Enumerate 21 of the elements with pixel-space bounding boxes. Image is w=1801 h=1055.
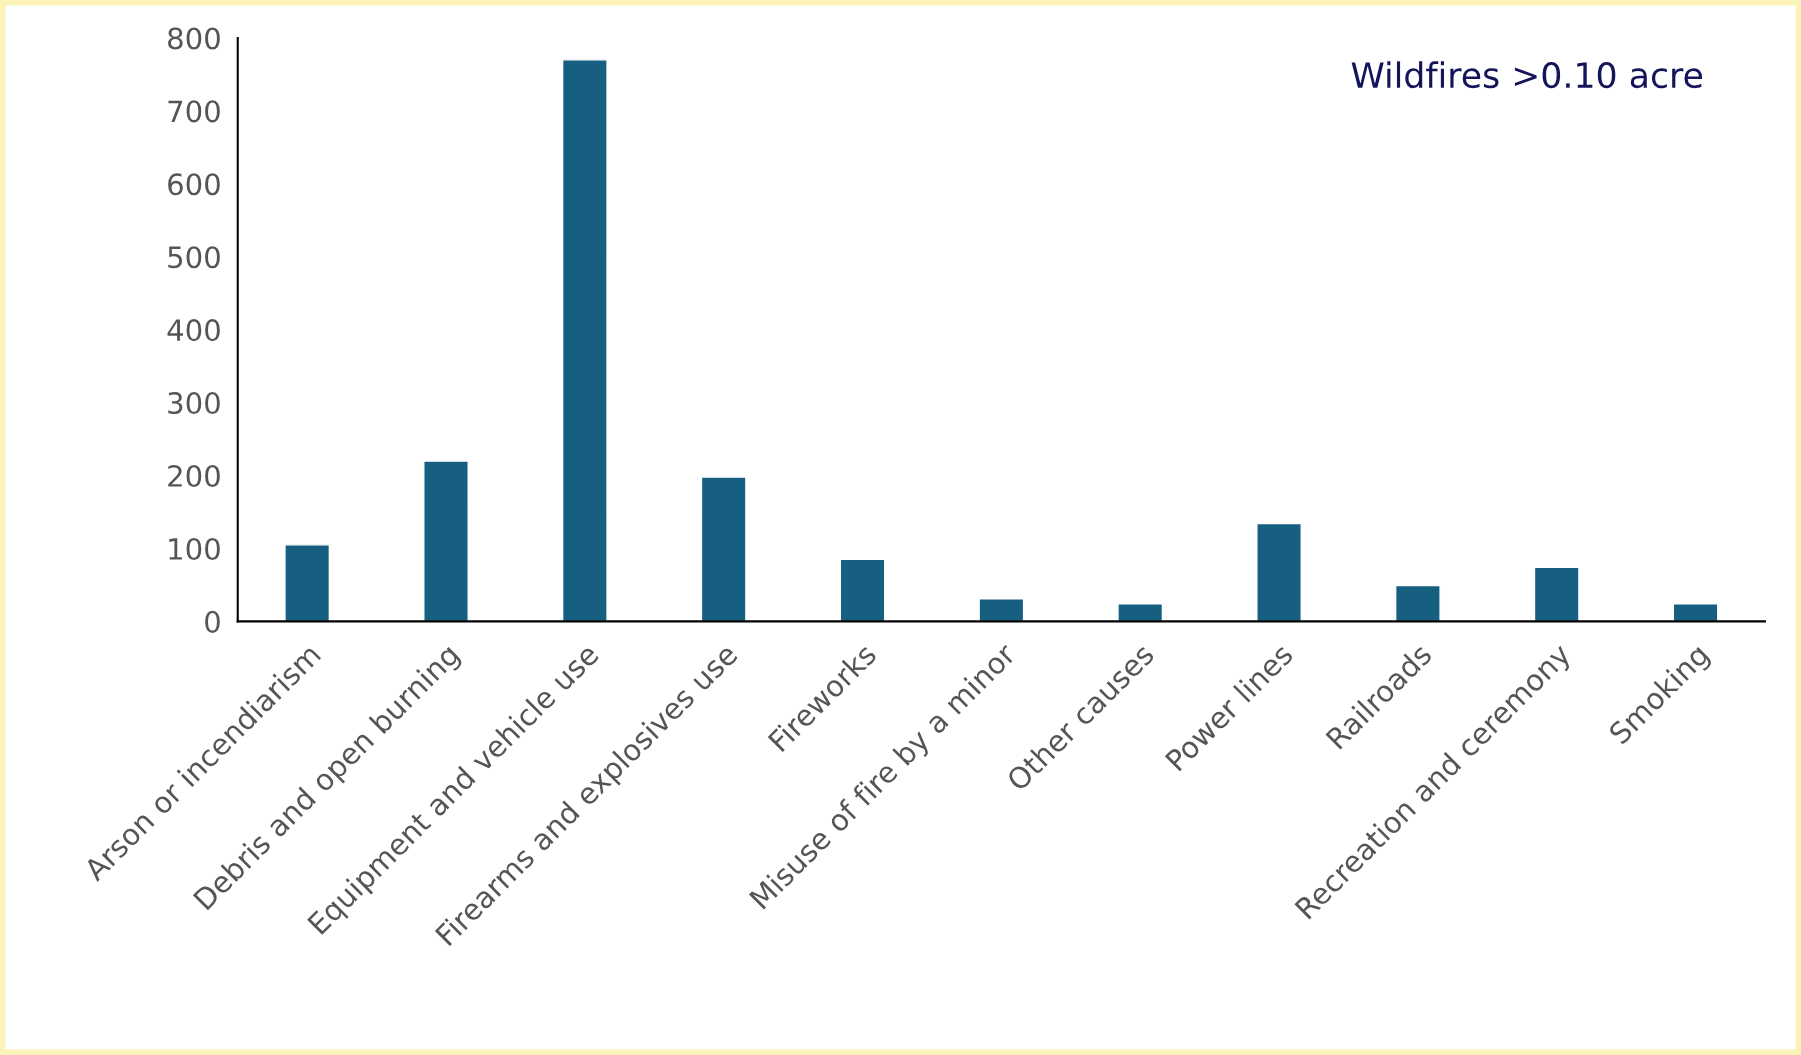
bar bbox=[839, 558, 886, 622]
bar bbox=[1117, 603, 1164, 622]
bar bbox=[561, 59, 608, 622]
bar bbox=[423, 460, 469, 622]
y-tick-label: 200 bbox=[168, 464, 220, 488]
bar bbox=[284, 544, 331, 622]
y-tick-label: 400 bbox=[167, 319, 220, 342]
bar bbox=[978, 598, 1025, 622]
bar bbox=[700, 476, 747, 622]
y-tick-label: 0 bbox=[205, 610, 220, 633]
y-tick-label: 600 bbox=[168, 173, 220, 196]
y-tick-label: 700 bbox=[168, 100, 220, 123]
y-tick-label: 100 bbox=[169, 537, 220, 560]
y-tick-label: 800 bbox=[168, 27, 220, 50]
bar bbox=[1672, 603, 1719, 622]
y-tick-label: 300 bbox=[168, 392, 220, 415]
y-tick-label: 500 bbox=[168, 246, 220, 269]
bar bbox=[1394, 584, 1441, 622]
bar bbox=[1256, 522, 1302, 622]
bar bbox=[1533, 566, 1580, 622]
text: Wildfires >0.10 acre bbox=[1351, 61, 1703, 89]
